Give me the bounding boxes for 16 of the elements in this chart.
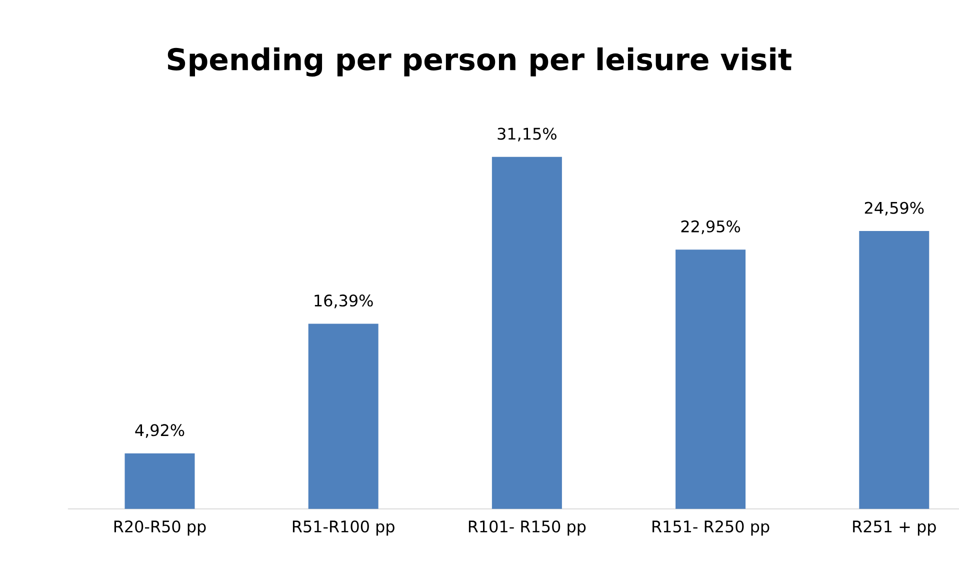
x-tick-label: R101- R150 pp <box>468 520 586 536</box>
data-label: 24,59% <box>864 202 924 216</box>
x-tick-label: R251 + pp <box>853 520 936 536</box>
x-tick-label: R20-R50 pp <box>114 520 206 536</box>
data-label: 22,95% <box>681 220 740 234</box>
data-label: 4,92% <box>135 424 184 438</box>
bar <box>308 324 378 509</box>
bar <box>124 453 195 509</box>
data-label: 31,15% <box>498 128 556 142</box>
x-tick-label: R51-R100 pp <box>292 520 394 536</box>
bar <box>676 250 746 509</box>
chart-title: Spending per person per leisure visit <box>168 47 792 77</box>
x-tick-label: R151- R250 pp <box>652 520 770 536</box>
bar <box>859 231 930 509</box>
bar <box>492 156 562 509</box>
data-label: 16,39% <box>314 294 373 308</box>
